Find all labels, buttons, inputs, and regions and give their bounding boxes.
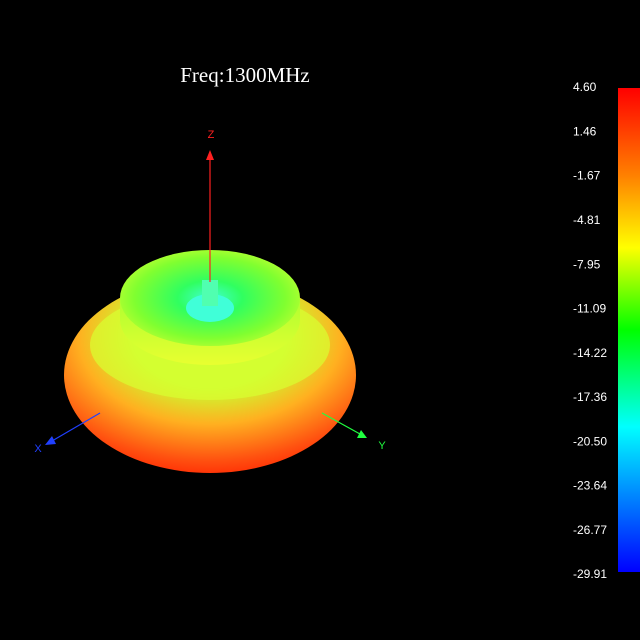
- colorbar-label: -14.22: [573, 346, 607, 360]
- colorbar-label: -4.81: [573, 213, 601, 227]
- colorbar-label: -29.91: [573, 567, 607, 581]
- colorbar-label: -7.95: [573, 257, 601, 271]
- colorbar-label: -23.64: [573, 479, 607, 493]
- colorbar-label: 1.46: [573, 124, 597, 138]
- colorbar: [618, 88, 640, 572]
- axis-label: Z: [208, 129, 215, 141]
- colorbar-label: -17.36: [573, 390, 607, 404]
- colorbar-label: 4.60: [573, 80, 597, 94]
- axis-z: Z: [206, 129, 215, 282]
- colorbar-label: -11.09: [573, 302, 606, 316]
- title: Freq:1300MHz: [180, 63, 310, 87]
- colorbar-labels: 4.60 1.46 -1.67 -4.81 -7.95 -11.09 -14.22 -17.3…: [573, 80, 607, 581]
- colorbar-label: -20.50: [573, 434, 607, 448]
- axis-label: X: [34, 443, 42, 455]
- colorbar-label: -1.67: [573, 169, 601, 183]
- colorbar-label: -26.77: [573, 523, 607, 537]
- pattern-3d: [64, 250, 356, 473]
- axis-y: Y: [321, 412, 386, 452]
- axis-label: Y: [378, 440, 386, 452]
- axis-x: X: [34, 412, 101, 455]
